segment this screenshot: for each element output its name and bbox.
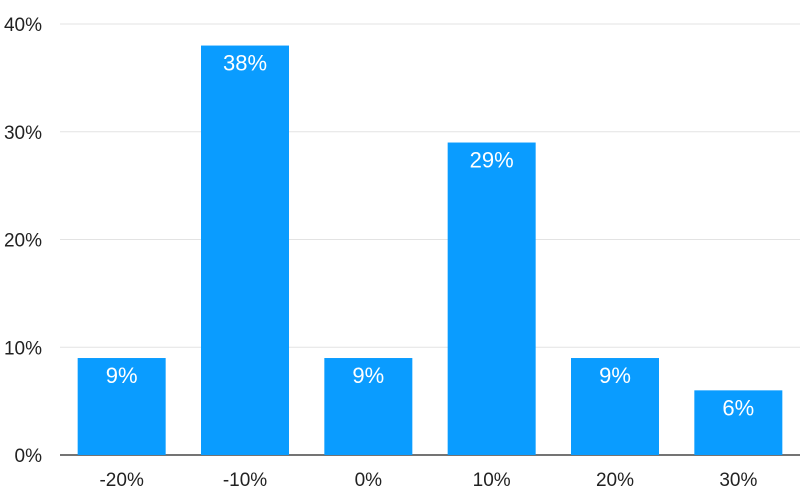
y-tick-label: 20% (4, 231, 42, 252)
y-tick-label: 0% (15, 446, 43, 467)
x-tick-label: 30% (719, 470, 757, 491)
bar-value-label: 38% (223, 51, 267, 76)
x-tick-label: 0% (355, 470, 383, 491)
bar (694, 390, 783, 455)
y-axis-tick-labels: 0% 10% 20% 30% 40% (4, 15, 42, 467)
bar (77, 358, 166, 455)
y-gridlines (60, 23, 800, 456)
bar (571, 358, 659, 455)
bar-value-labels: 9% 38% 9% 29% 9% 6% (106, 51, 754, 421)
bars (77, 45, 783, 456)
x-tick-label: -10% (223, 470, 267, 491)
x-tick-label: 10% (473, 470, 511, 491)
bar-value-label: 9% (599, 363, 631, 388)
bar (201, 45, 289, 456)
bar-value-label: 9% (352, 363, 384, 388)
bar-value-label: 9% (106, 363, 138, 388)
bar (324, 358, 413, 455)
y-tick-label: 10% (4, 338, 42, 359)
bar-value-label: 6% (722, 395, 754, 420)
y-tick-label: 30% (4, 123, 42, 144)
bar-value-label: 29% (470, 148, 514, 173)
x-tick-label: 20% (596, 470, 634, 491)
y-tick-label: 40% (4, 15, 42, 36)
bar (447, 142, 536, 455)
x-tick-label: -20% (99, 470, 143, 491)
x-axis-tick-labels: -20% -10% 0% 10% 20% 30% (99, 470, 757, 491)
